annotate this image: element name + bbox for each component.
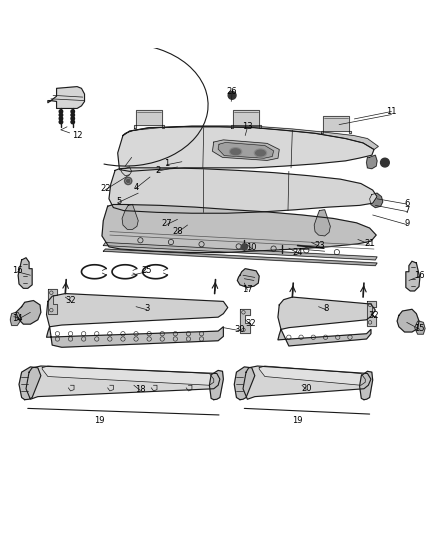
Polygon shape — [243, 366, 371, 399]
Circle shape — [381, 158, 389, 167]
Polygon shape — [16, 301, 41, 324]
Polygon shape — [46, 294, 228, 327]
Polygon shape — [118, 127, 374, 171]
Polygon shape — [367, 302, 376, 326]
Text: 32: 32 — [369, 311, 379, 320]
Polygon shape — [278, 329, 371, 346]
Text: 1: 1 — [164, 159, 169, 168]
Polygon shape — [42, 366, 214, 385]
Text: 11: 11 — [386, 107, 397, 116]
Polygon shape — [102, 205, 376, 253]
Text: 6: 6 — [404, 199, 410, 208]
Polygon shape — [237, 269, 259, 287]
Text: 26: 26 — [227, 87, 237, 96]
Text: 2: 2 — [155, 166, 160, 175]
Polygon shape — [370, 193, 383, 207]
Text: 5: 5 — [116, 197, 121, 206]
Text: 19: 19 — [292, 416, 303, 425]
Text: 18: 18 — [135, 385, 146, 394]
Text: 19: 19 — [94, 416, 104, 425]
Text: 13: 13 — [242, 122, 253, 131]
Circle shape — [59, 117, 63, 120]
Circle shape — [71, 120, 74, 124]
Polygon shape — [397, 309, 419, 332]
Polygon shape — [212, 140, 279, 160]
Text: 12: 12 — [72, 131, 82, 140]
Ellipse shape — [256, 150, 265, 156]
Polygon shape — [103, 243, 377, 260]
Text: 10: 10 — [247, 243, 257, 252]
Text: 17: 17 — [242, 285, 253, 294]
Circle shape — [127, 179, 130, 183]
Polygon shape — [48, 289, 57, 313]
Polygon shape — [46, 327, 223, 348]
Circle shape — [59, 110, 63, 113]
Text: 32: 32 — [65, 296, 76, 305]
Polygon shape — [231, 110, 261, 128]
Circle shape — [241, 244, 247, 250]
Text: 15: 15 — [415, 324, 425, 333]
Ellipse shape — [231, 149, 240, 155]
Polygon shape — [11, 312, 21, 326]
Circle shape — [228, 92, 236, 99]
Ellipse shape — [254, 149, 267, 157]
Polygon shape — [314, 210, 330, 236]
Polygon shape — [218, 142, 274, 158]
Text: 7: 7 — [404, 206, 410, 215]
Polygon shape — [406, 261, 420, 291]
Polygon shape — [321, 116, 351, 133]
Text: 16: 16 — [414, 271, 425, 280]
Text: 21: 21 — [364, 239, 375, 248]
Polygon shape — [121, 167, 132, 176]
Text: 23: 23 — [314, 241, 325, 250]
Text: 14: 14 — [12, 314, 22, 324]
Circle shape — [59, 120, 63, 124]
Polygon shape — [103, 249, 377, 265]
Text: 20: 20 — [301, 384, 311, 393]
Polygon shape — [48, 87, 85, 108]
Text: 9: 9 — [404, 219, 410, 228]
Circle shape — [71, 117, 74, 120]
Circle shape — [71, 110, 74, 113]
Circle shape — [71, 113, 74, 117]
Text: 16: 16 — [12, 266, 23, 276]
Text: 24: 24 — [292, 248, 303, 256]
Text: 30: 30 — [235, 325, 245, 334]
Polygon shape — [134, 110, 164, 128]
Polygon shape — [19, 367, 41, 400]
Polygon shape — [109, 168, 377, 213]
Text: 28: 28 — [172, 227, 183, 236]
Polygon shape — [259, 366, 365, 385]
Text: 27: 27 — [161, 219, 172, 228]
Polygon shape — [123, 126, 378, 149]
Polygon shape — [234, 367, 255, 400]
Polygon shape — [26, 366, 220, 399]
Text: 25: 25 — [142, 266, 152, 276]
Circle shape — [59, 113, 63, 117]
Polygon shape — [240, 309, 250, 333]
Ellipse shape — [230, 148, 242, 156]
Text: 32: 32 — [245, 319, 256, 328]
Text: 8: 8 — [323, 304, 328, 313]
Text: 22: 22 — [100, 184, 111, 193]
Text: 3: 3 — [144, 304, 150, 313]
Polygon shape — [122, 205, 138, 229]
Polygon shape — [18, 258, 32, 288]
Text: 4: 4 — [134, 183, 139, 192]
Polygon shape — [367, 155, 377, 169]
Polygon shape — [360, 372, 373, 400]
Polygon shape — [415, 321, 425, 334]
Polygon shape — [209, 370, 223, 400]
Polygon shape — [278, 297, 375, 329]
